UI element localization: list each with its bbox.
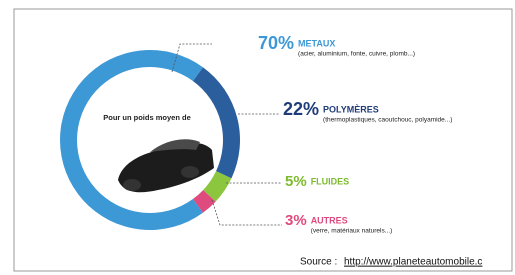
value-label: 3%	[285, 212, 307, 229]
leader-line	[212, 200, 282, 225]
category-description: (thermoplastiques, caoutchouc, polyamide…	[323, 117, 452, 124]
source-url[interactable]: http://www.planeteautomobile.c	[344, 257, 482, 268]
category-label: METAUX	[298, 38, 335, 48]
category-description: (verre, matériaux naturels...)	[311, 228, 393, 235]
value-label: 22%	[283, 99, 319, 119]
chart: Pour un poids moyen de Source : http://w…	[0, 0, 515, 275]
center-text: Pour un poids moyen de	[103, 113, 191, 122]
value-label: 5%	[285, 173, 307, 190]
value-label: 70%	[258, 33, 294, 53]
category-label: FLUIDES	[311, 176, 350, 186]
category-description: (acier, aluminium, fonte, cuivre, plomb.…	[298, 51, 415, 58]
source-label: Source :	[300, 257, 337, 268]
car-illustration	[118, 139, 214, 192]
category-label: AUTRES	[311, 215, 348, 225]
category-label: POLYMÈRES	[323, 104, 379, 114]
